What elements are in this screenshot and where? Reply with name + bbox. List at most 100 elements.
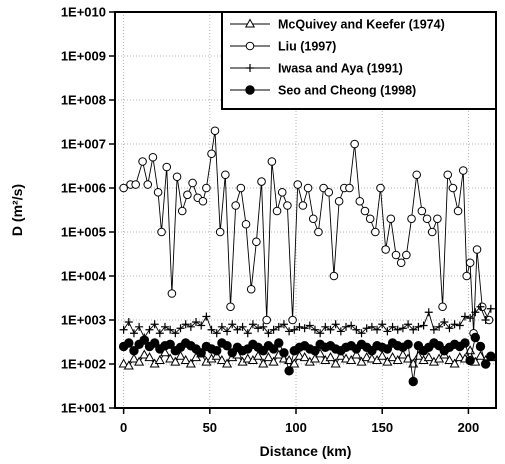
data-point-mcquivey-keefer	[118, 358, 129, 368]
data-point-iwasa-aya	[352, 325, 361, 334]
data-point-mcquivey-keefer	[351, 349, 362, 359]
data-point-liu	[376, 183, 385, 193]
x-tick-label: 0	[120, 420, 127, 435]
data-point-liu	[462, 271, 471, 281]
data-point-liu	[402, 250, 411, 260]
data-point-iwasa-aya	[305, 321, 314, 330]
x-tick-label: 200	[458, 420, 480, 435]
data-point-iwasa-aya	[367, 322, 376, 331]
data-point-liu	[226, 302, 235, 312]
y-tick-label: 1E+002	[61, 357, 106, 372]
data-point-liu	[324, 187, 334, 197]
data-point-mcquivey-keefer	[185, 358, 196, 368]
legend-box	[221, 11, 497, 110]
y-axis-title: D (m²/s)	[9, 184, 25, 236]
data-point-mcquivey-keefer	[346, 354, 357, 365]
data-point-mcquivey-keefer	[268, 356, 279, 366]
data-point-mcquivey-keefer	[377, 350, 388, 360]
data-point-seo-cheong	[475, 341, 486, 352]
y-tick-label: 1E+009	[61, 49, 106, 64]
y-tick-label: 1E+007	[61, 137, 106, 152]
data-point-seo-cheong	[165, 339, 175, 350]
data-point-liu	[334, 196, 344, 206]
data-point-seo-cheong	[465, 355, 475, 366]
data-point-iwasa-aya	[124, 318, 133, 327]
y-tick-label: 1E+006	[61, 181, 106, 196]
data-point-liu	[345, 183, 354, 193]
data-point-iwasa-aya	[326, 325, 335, 334]
data-point-liu	[221, 170, 230, 180]
data-point-mcquivey-keefer	[134, 356, 145, 366]
data-point-iwasa-aya	[424, 308, 433, 317]
y-tick-label: 1E+004	[61, 269, 107, 284]
data-point-iwasa-aya	[321, 322, 330, 331]
legend-marker	[245, 41, 255, 51]
data-point-liu	[417, 206, 427, 216]
data-point-liu	[396, 258, 406, 268]
data-point-liu	[412, 170, 421, 180]
data-point-iwasa-aya	[310, 325, 319, 334]
data-point-liu	[427, 227, 437, 237]
x-axis-title: Distance (km)	[260, 443, 352, 459]
data-point-seo-cheong	[129, 346, 139, 356]
y-tick-label: 1E+005	[61, 225, 106, 240]
data-point-seo-cheong	[408, 376, 418, 387]
data-point-iwasa-aya	[481, 316, 490, 324]
data-point-iwasa-aya	[238, 322, 247, 331]
data-point-liu	[267, 157, 277, 166]
data-point-liu	[272, 206, 282, 216]
data-point-seo-cheong	[382, 344, 393, 354]
data-point-iwasa-aya	[202, 312, 211, 321]
data-point-iwasa-aya	[347, 321, 356, 330]
data-point-iwasa-aya	[228, 320, 237, 329]
data-point-liu	[172, 172, 182, 182]
data-point-liu	[293, 180, 303, 189]
data-point-mcquivey-keefer	[247, 354, 258, 365]
data-point-mcquivey-keefer	[289, 358, 300, 368]
data-point-iwasa-aya	[197, 321, 206, 330]
data-point-seo-cheong	[268, 344, 279, 354]
data-point-liu	[422, 214, 432, 224]
data-point-iwasa-aya	[166, 325, 175, 334]
data-point-liu	[277, 187, 287, 197]
data-point-iwasa-aya	[264, 329, 273, 338]
data-point-iwasa-aya	[455, 321, 464, 330]
data-point-liu	[262, 315, 272, 325]
data-point-liu	[283, 201, 292, 210]
data-point-liu	[433, 214, 442, 224]
data-point-iwasa-aya	[336, 327, 345, 336]
data-point-iwasa-aya	[290, 325, 299, 334]
legend-marker	[246, 64, 254, 72]
data-point-liu	[314, 227, 323, 237]
x-tick-label: 150	[371, 420, 393, 435]
data-point-seo-cheong	[196, 348, 206, 358]
data-point-iwasa-aya	[445, 324, 454, 333]
data-point-mcquivey-keefer	[356, 356, 367, 366]
data-point-iwasa-aya	[342, 322, 351, 331]
data-point-liu	[453, 206, 463, 216]
legend-label: Iwasa and Aya (1991)	[278, 62, 403, 76]
data-point-seo-cheong	[486, 351, 496, 361]
data-point-mcquivey-keefer	[371, 354, 383, 365]
data-point-liu	[241, 219, 251, 229]
data-point-iwasa-aya	[440, 318, 449, 327]
data-point-iwasa-aya	[279, 320, 288, 329]
data-point-liu	[236, 183, 246, 193]
legend-marker	[244, 18, 256, 28]
data-point-mcquivey-keefer	[154, 354, 165, 365]
data-point-liu	[381, 245, 390, 254]
series-liu	[119, 126, 494, 338]
data-point-iwasa-aya	[476, 302, 485, 311]
data-point-mcquivey-keefer	[253, 350, 264, 360]
data-point-mcquivey-keefer	[299, 352, 310, 362]
data-point-liu	[157, 227, 166, 237]
series-seo-cheong	[118, 332, 496, 387]
data-point-liu	[183, 190, 192, 200]
data-point-liu	[207, 149, 216, 159]
data-point-iwasa-aya	[233, 325, 242, 334]
data-point-seo-cheong	[212, 346, 222, 356]
data-point-seo-cheong	[403, 339, 413, 350]
data-point-seo-cheong	[222, 341, 232, 351]
data-point-iwasa-aya	[192, 318, 201, 327]
data-point-iwasa-aya	[259, 322, 268, 331]
